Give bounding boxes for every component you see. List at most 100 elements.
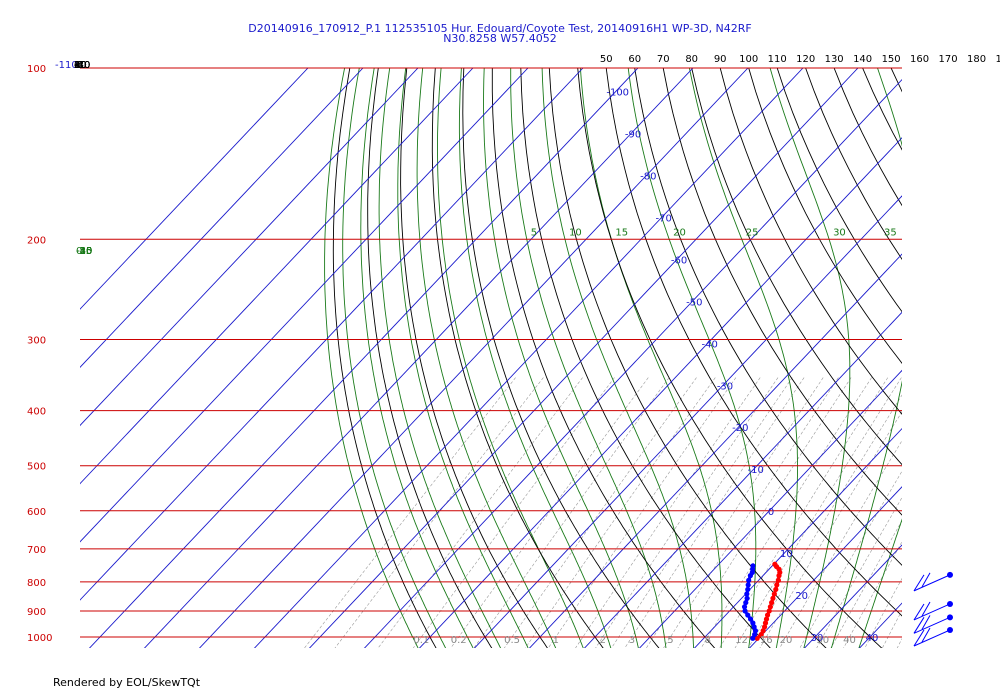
mixing-ratio-line <box>524 377 716 648</box>
isotherm-line <box>418 137 902 648</box>
isotherm-line <box>803 544 902 648</box>
moist-adiabat-line <box>437 68 584 648</box>
pressure-label: 300 <box>27 335 46 346</box>
theta-label: 50 <box>600 54 613 65</box>
sounding-point <box>771 591 777 597</box>
dry-adiabat-label: -10 <box>74 60 90 71</box>
sounding-point <box>742 608 748 614</box>
isotherm-line <box>583 311 902 648</box>
dry-adiabat-line <box>862 68 902 151</box>
wind-barb-flag <box>913 629 925 647</box>
moist-adiabat-label: 35 <box>884 227 897 238</box>
theta-label: 90 <box>714 54 727 65</box>
sounding-point <box>745 586 751 593</box>
dry-adiabat-label: 20 <box>74 60 87 71</box>
sounding-point <box>761 624 768 630</box>
dry-adiabats <box>332 68 1000 649</box>
wind-barb <box>913 614 953 634</box>
wind-barb-flag <box>913 574 925 592</box>
wind-barbs <box>913 571 953 647</box>
moist-adiabat-label: 15 <box>615 227 628 238</box>
mixing-ratio-line <box>882 609 902 648</box>
mixing-ratio-label: 30 <box>816 635 829 646</box>
dry-adiabat-line <box>776 68 902 313</box>
dry-adiabat-line <box>890 68 902 93</box>
mixing-ratio-line <box>843 541 902 648</box>
dry-adiabat-line <box>367 68 493 648</box>
isotherm-line <box>80 68 419 427</box>
footer-credit: Rendered by EOL/SkewTQt <box>53 676 201 689</box>
moist-adiabat-line <box>627 68 757 648</box>
isotherm-label: -80 <box>640 171 656 182</box>
sounding-point <box>743 599 749 606</box>
chart-title: D20140916_170912_P.1 112535105 Hur. Edou… <box>248 22 752 35</box>
moist-adiabat-side-label: -15 <box>76 246 92 257</box>
moist-adiabat-label: 30 <box>833 227 846 238</box>
moist-adiabat-line <box>858 518 902 648</box>
mixing-ratio-line <box>816 496 902 648</box>
moist-adiabat-label: 20 <box>673 227 686 238</box>
wind-barb-flag <box>921 627 931 643</box>
isotherm-label: -40 <box>702 339 718 350</box>
isotherm-label: -110 <box>55 60 78 71</box>
mixing-ratio-label: 40 <box>843 635 856 646</box>
mixing-ratio-line <box>921 378 1000 649</box>
moist-adiabat-line <box>830 68 902 648</box>
theta-label: 180 <box>967 54 986 65</box>
theta-label: 80 <box>685 54 698 65</box>
isotherm-line <box>473 195 902 648</box>
theta-label: 140 <box>853 54 872 65</box>
isotherm-label: -100 <box>606 88 629 99</box>
moist-adiabat-line <box>541 68 695 648</box>
mixing-ratio-line <box>931 378 1000 649</box>
sounding-point <box>746 577 752 583</box>
dry-adiabat-line <box>805 68 902 260</box>
wind-barb-flag <box>913 617 925 634</box>
dry-adiabat-line <box>605 68 902 617</box>
isotherm-label: 0 <box>768 507 774 518</box>
moist-adiabat-line <box>360 68 474 648</box>
wind-barb-shaft <box>913 629 951 647</box>
theta-label: 100 <box>739 54 758 65</box>
isotherm-label: 30 <box>811 633 824 644</box>
mixing-ratio-label: 0.5 <box>504 635 520 646</box>
mixing-ratio-lines <box>304 377 1000 649</box>
mixing-ratio-line <box>700 377 872 648</box>
mixing-ratio-line <box>779 440 902 648</box>
dry-adiabat-label: -30 <box>74 60 90 71</box>
isotherm-label: 40 <box>866 633 879 644</box>
mixing-ratio-line <box>910 378 1000 649</box>
mixing-ratio-line <box>412 377 615 648</box>
mixing-ratio-line <box>896 638 902 648</box>
isotherm-line <box>858 602 902 648</box>
wind-barb-flag <box>921 615 931 630</box>
dry-adiabat-line <box>948 68 1000 649</box>
moist-adiabat-side-label: -5 <box>76 246 86 257</box>
moist-adiabat-line <box>688 68 798 648</box>
isotherm-line <box>198 68 749 648</box>
mixing-ratio-line <box>377 377 583 648</box>
moist-adiabat-line <box>416 68 557 648</box>
isotherm-label: -10 <box>748 465 764 476</box>
mixing-ratio-line <box>504 377 697 648</box>
isotherm-line <box>88 68 639 648</box>
pressure-label: 900 <box>27 607 46 618</box>
wind-barb <box>913 600 953 621</box>
chart-subtitle: N30.8258 W57.4052 <box>443 32 557 45</box>
theta-label: 120 <box>796 54 815 65</box>
mixing-ratio-label: 3 <box>629 635 635 646</box>
mixing-ratio-line <box>830 520 902 648</box>
mixing-ratio-line <box>304 377 516 648</box>
pressure-label: 400 <box>27 407 46 418</box>
moist-adiabat-side-label: -30 <box>76 246 92 257</box>
wind-barb-shaft <box>913 603 951 621</box>
theta-label: 70 <box>657 54 670 65</box>
moist-adiabat-side-label: -25 <box>76 246 92 257</box>
sounding-point <box>744 591 750 597</box>
dry-adiabat-label: 30 <box>74 60 87 71</box>
dry-adiabat-line <box>577 68 883 648</box>
isotherm-line <box>914 68 1000 649</box>
isotherm-line <box>80 68 309 310</box>
moist-adiabat-line <box>579 68 723 648</box>
